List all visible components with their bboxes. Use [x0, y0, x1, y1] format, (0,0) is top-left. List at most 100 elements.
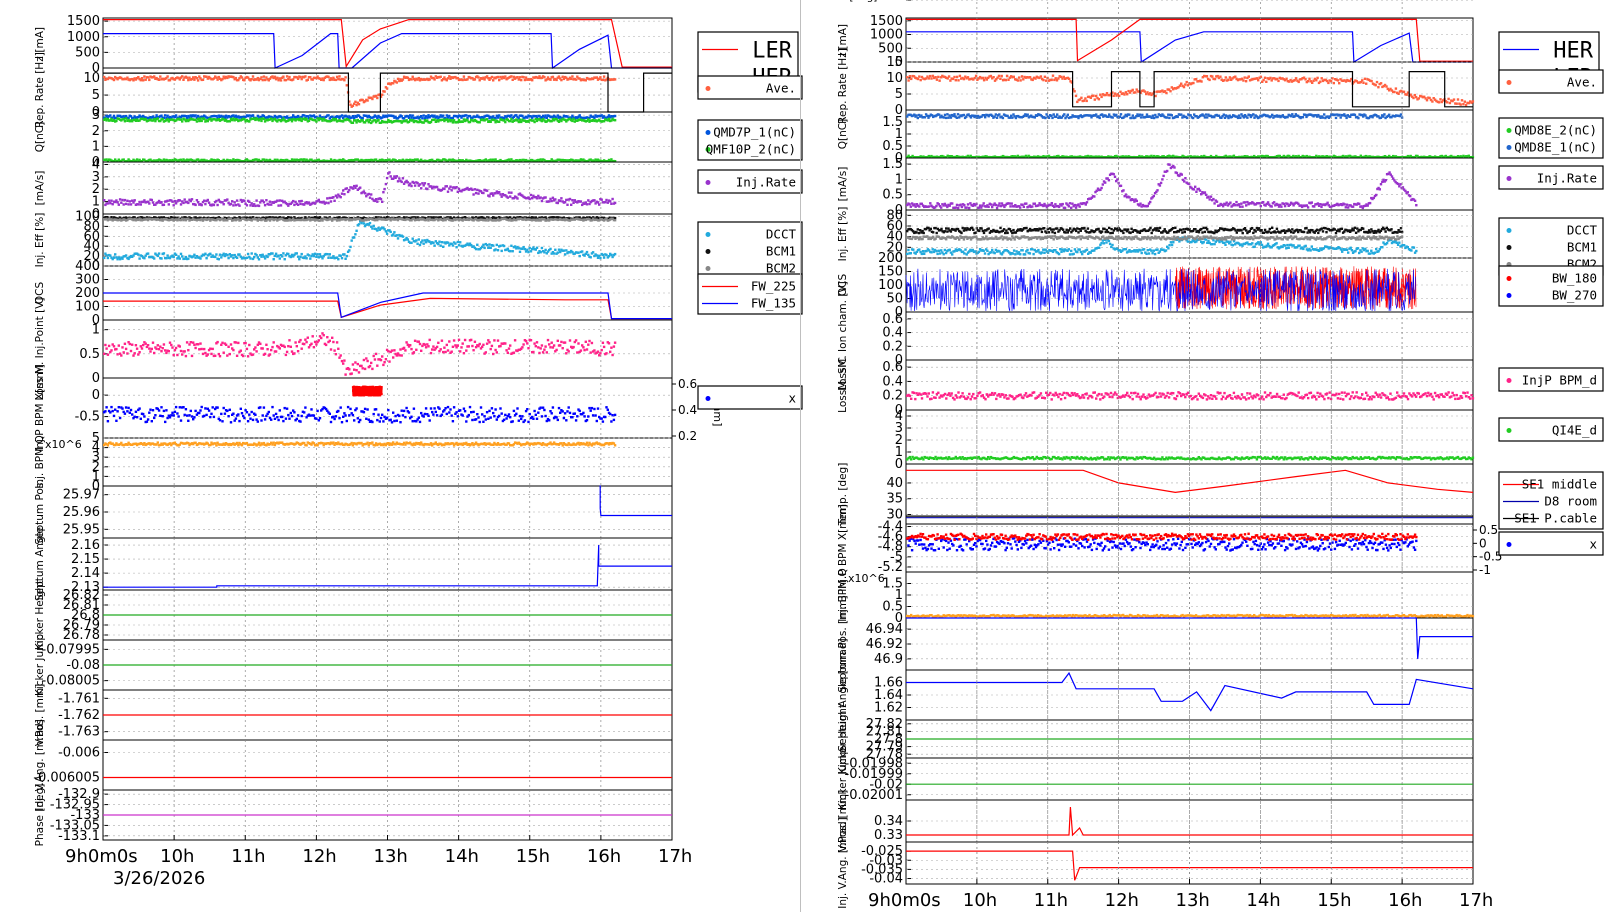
- data-point: [328, 412, 331, 415]
- data-point: [123, 77, 127, 80]
- data-point: [456, 190, 459, 193]
- data-point: [278, 216, 281, 219]
- data-point: [217, 258, 220, 261]
- data-point: [204, 202, 207, 206]
- data-point: [471, 188, 474, 191]
- data-point: [412, 351, 416, 354]
- data-point: [472, 219, 475, 222]
- data-point: [313, 252, 317, 255]
- data-point: [311, 253, 314, 256]
- data-point: [277, 115, 280, 118]
- data-point: [179, 76, 183, 79]
- data-point: [440, 413, 444, 416]
- data-point: [193, 78, 196, 81]
- data-point: [157, 252, 161, 255]
- data-point: [232, 442, 235, 445]
- data-point: [167, 203, 170, 206]
- data-point: [381, 413, 384, 416]
- data-point: [585, 216, 589, 219]
- data-point: [371, 158, 374, 162]
- legend-entry: Ave.: [766, 81, 796, 96]
- data-point: [205, 119, 208, 122]
- data-point: [145, 420, 149, 423]
- data-point: [238, 77, 241, 80]
- data-point: [254, 346, 257, 349]
- data-point: [388, 217, 391, 220]
- data-point: [466, 119, 469, 122]
- data-point: [106, 216, 110, 219]
- data-point: [512, 197, 516, 200]
- data-point: [420, 349, 423, 352]
- data-point: [282, 216, 285, 219]
- data-point: [394, 234, 397, 237]
- data-point: [383, 160, 386, 163]
- data-point: [260, 160, 263, 163]
- data-point: [142, 79, 145, 82]
- data-point: [398, 79, 401, 83]
- data-point: [367, 192, 370, 196]
- data-point: [351, 104, 355, 107]
- data-point: [427, 183, 430, 186]
- data-point: [350, 412, 353, 415]
- data-point: [200, 203, 203, 207]
- data-point: [149, 443, 152, 446]
- data-point: [303, 158, 306, 161]
- data-point: [333, 199, 336, 202]
- data-point: [295, 158, 298, 161]
- data-point: [153, 351, 156, 355]
- data-point: [162, 218, 166, 221]
- data-point: [389, 114, 392, 117]
- data-point: [433, 348, 436, 351]
- series-dcct: [103, 219, 617, 261]
- data-point: [146, 200, 150, 203]
- data-point: [493, 159, 496, 162]
- data-point: [293, 203, 296, 207]
- data-point: [307, 76, 311, 79]
- data-point: [283, 200, 286, 203]
- data-point: [531, 116, 534, 119]
- data-point: [537, 76, 540, 80]
- data-point: [579, 200, 583, 203]
- data-point: [124, 443, 128, 446]
- data-point: [327, 75, 330, 79]
- data-point: [526, 408, 529, 411]
- data-point: [366, 222, 369, 226]
- data-point: [116, 353, 119, 356]
- data-point: [124, 219, 128, 222]
- data-point: [433, 407, 436, 410]
- data-point: [304, 160, 307, 163]
- data-point: [463, 114, 467, 117]
- data-point: [351, 121, 355, 124]
- data-point: [496, 217, 500, 220]
- data-point: [335, 75, 339, 79]
- data-point: [112, 414, 116, 418]
- data-point: [205, 257, 208, 260]
- data-point: [104, 78, 107, 81]
- data-point: [192, 341, 195, 344]
- data-point: [359, 216, 362, 220]
- data-point: [293, 411, 296, 414]
- data-point: [301, 114, 305, 117]
- data-point: [409, 114, 412, 117]
- data-point: [446, 116, 450, 119]
- data-point: [256, 343, 259, 346]
- data-point: [296, 218, 300, 222]
- data-point: [524, 250, 528, 253]
- data-point: [455, 346, 458, 349]
- data-point: [242, 354, 245, 358]
- data-point: [209, 117, 212, 121]
- data-point: [157, 199, 161, 203]
- data-point: [396, 160, 400, 163]
- data-point: [168, 256, 172, 260]
- data-point: [413, 216, 417, 219]
- data-point: [198, 411, 201, 415]
- data-point: [118, 216, 122, 219]
- data-point: [432, 216, 435, 219]
- data-point: [405, 179, 408, 183]
- data-point: [552, 119, 556, 122]
- data-point: [255, 418, 258, 421]
- data-point: [217, 118, 220, 121]
- data-point: [133, 415, 136, 418]
- data-point: [470, 411, 473, 414]
- data-point: [444, 78, 447, 81]
